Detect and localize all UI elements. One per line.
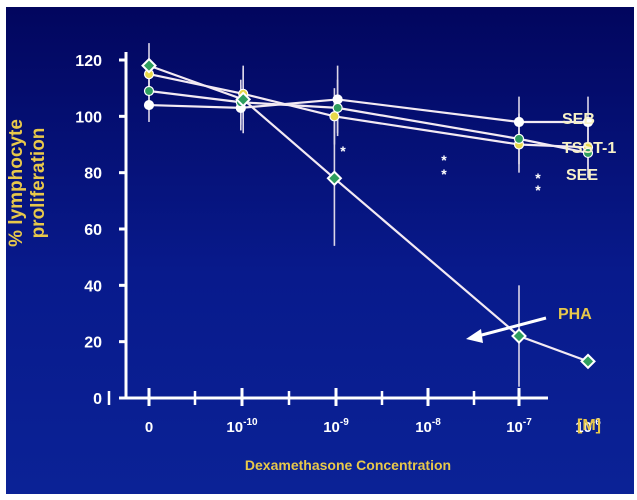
y-tick-label: 40 <box>84 278 102 295</box>
y-tick-label: 0 <box>93 391 102 408</box>
data-point-seb <box>332 94 343 105</box>
data-point-pha <box>511 328 527 344</box>
y-tick-label: 100 <box>75 109 102 126</box>
annotations-group: *** ** <box>340 143 541 198</box>
significance-asterisk: * <box>535 182 541 198</box>
series-label-pha: PHA <box>558 306 592 323</box>
y-axis-label-line1: % lymphocyte <box>6 119 27 247</box>
series-label-tsst-1: TSST-1 <box>562 140 616 157</box>
data-point-pha <box>235 91 252 108</box>
chart-background <box>6 7 634 494</box>
x-tick-label: 10-7 <box>506 417 532 436</box>
data-point-pha <box>326 170 343 187</box>
data-point-seb <box>582 116 594 128</box>
unit-label: [M] <box>577 417 601 434</box>
x-axis-label: Dexamethasone Concentration <box>245 457 451 473</box>
series-labels-group: SEB TSST-1 SEE PHA <box>466 111 616 343</box>
data-point-pha <box>580 353 596 370</box>
y-tick-label: 60 <box>84 222 102 239</box>
y-tick-label: 120 <box>75 53 102 70</box>
y-tick-label: 20 <box>84 335 102 352</box>
labels-group: % lymphocyte proliferation Dexamethasone… <box>6 111 616 473</box>
series-line-pha <box>148 64 589 363</box>
x-tick-label: 10-6 <box>575 417 601 436</box>
pha-arrow-head <box>466 329 483 343</box>
data-point-see <box>582 147 594 159</box>
data-point-seb <box>513 116 525 128</box>
significance-asterisk: * <box>441 166 447 182</box>
data-point-see <box>143 85 155 97</box>
significance-asterisk: * <box>535 170 541 186</box>
x-tick-label: 0 <box>145 419 153 436</box>
x-tick-label: 10-8 <box>415 417 441 436</box>
series-markers-group <box>141 57 596 370</box>
x-tick-label: 10-10 <box>226 417 258 436</box>
data-point-pha <box>141 57 157 74</box>
series-label-seb: SEB <box>562 111 595 128</box>
axes-group: 0 20 40 60 80 100 120 0 10-10 10-9 10-8 10-7 10-6 <box>75 52 601 436</box>
y-axis-label-line2: proliferation <box>28 128 49 239</box>
data-point-seb <box>143 99 155 111</box>
data-point-tsst-1 <box>329 111 340 122</box>
data-point-see <box>332 102 343 113</box>
y-tick-label: 80 <box>84 166 102 183</box>
significance-asterisk: * <box>441 152 447 168</box>
data-point-see <box>513 133 525 144</box>
significance-asterisk: * <box>340 143 346 159</box>
x-tick-label: 10-9 <box>323 417 349 436</box>
pha-arrow-shaft <box>477 316 547 338</box>
series-label-see: SEE <box>566 167 598 184</box>
